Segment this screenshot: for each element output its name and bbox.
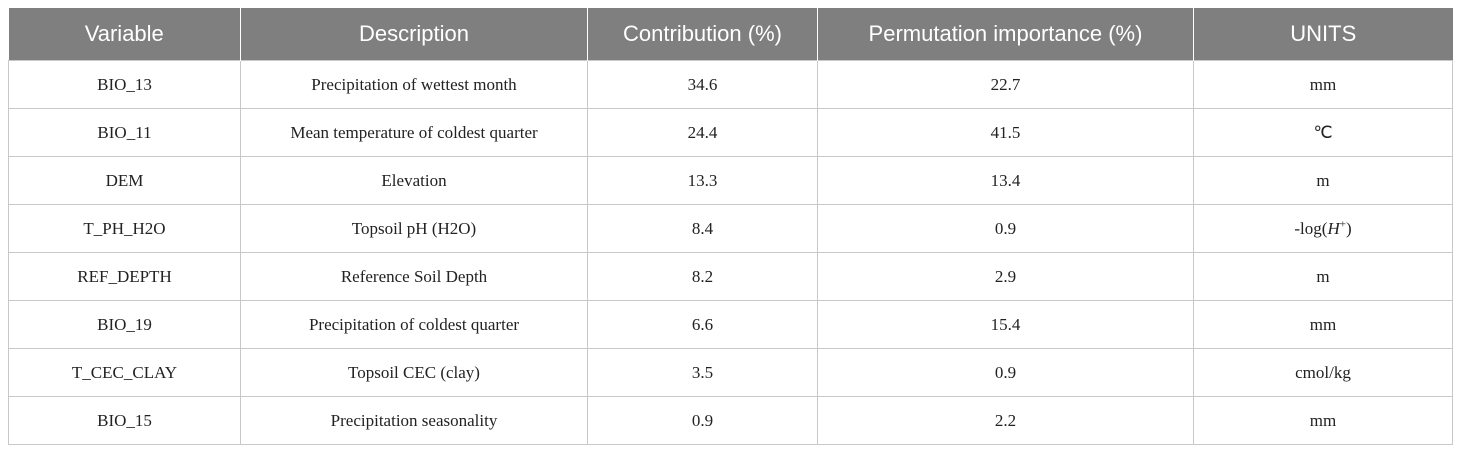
table-row: BIO_19 Precipitation of coldest quarter 6.… [8, 300, 1453, 349]
table-cell: 3.5 [587, 348, 818, 397]
table-cell: Reference Soil Depth [240, 252, 588, 301]
table-cell: cmol/kg [1193, 348, 1453, 397]
table-cell: 22.7 [817, 60, 1194, 109]
table-cell: 0.9 [817, 204, 1194, 253]
table-cell: 2.2 [817, 396, 1194, 445]
table-row: REF_DEPTH Reference Soil Depth 8.2 2.9 m [8, 252, 1453, 301]
table-cell: 34.6 [587, 60, 818, 109]
table-row: DEM Elevation 13.3 13.4 m [8, 156, 1453, 205]
table-row: BIO_11 Mean temperature of coldest quarte… [8, 108, 1453, 157]
table-cell: Precipitation seasonality [240, 396, 588, 445]
table-cell: Topsoil pH (H2O) [240, 204, 588, 253]
table-cell: BIO_19 [8, 300, 241, 349]
table-cell: DEM [8, 156, 241, 205]
table-cell: mm [1193, 396, 1453, 445]
table-cell: 8.2 [587, 252, 818, 301]
column-header: Variable [8, 8, 241, 61]
column-header: Permutation importance (%) [817, 8, 1194, 61]
table-cell: 24.4 [587, 108, 818, 157]
table-row: BIO_15 Precipitation seasonality 0.9 2.2 mm [8, 396, 1453, 445]
table-row: T_CEC_CLAY Topsoil CEC (clay) 3.5 0.9 cmol/k… [8, 348, 1453, 397]
table-cell: 41.5 [817, 108, 1194, 157]
table-cell: Elevation [240, 156, 588, 205]
table-cell: 0.9 [587, 396, 818, 445]
table-cell: 13.3 [587, 156, 818, 205]
table-cell: BIO_13 [8, 60, 241, 109]
table-head: Variable Description Contribution (%) Permu… [8, 8, 1453, 61]
table-cell: ℃ [1193, 108, 1453, 157]
table-cell: T_CEC_CLAY [8, 348, 241, 397]
header-row: Variable Description Contribution (%) Permu… [8, 8, 1453, 61]
table-row: BIO_13 Precipitation of wettest month 34.6… [8, 60, 1453, 109]
table-cell: 8.4 [587, 204, 818, 253]
cell-text-part: ) [1345, 218, 1352, 238]
table-cell: T_PH_H2O [8, 204, 241, 253]
table-cell: Topsoil CEC (clay) [240, 348, 588, 397]
column-header: Contribution (%) [587, 8, 818, 61]
table-cell: BIO_15 [8, 396, 241, 445]
table-body: BIO_13 Precipitation of wettest month 34.6… [8, 60, 1453, 445]
cell-text-part: H [1327, 218, 1340, 238]
table-cell: m [1193, 252, 1453, 301]
cell-text-part: + [1339, 217, 1346, 230]
table-cell: mm [1193, 300, 1453, 349]
table-cell: -log(H+) [1193, 204, 1453, 253]
table-cell: m [1193, 156, 1453, 205]
table-cell: 13.4 [817, 156, 1194, 205]
table-cell: Precipitation of wettest month [240, 60, 588, 109]
column-header: Description [240, 8, 588, 61]
table-cell: 15.4 [817, 300, 1194, 349]
table-cell: 0.9 [817, 348, 1194, 397]
table-row: T_PH_H2O Topsoil pH (H2O) 8.4 0.9 -log(H+) [8, 204, 1453, 253]
data-table: Variable Description Contribution (%) Permu… [8, 8, 1453, 445]
table-cell: 6.6 [587, 300, 818, 349]
table-cell: Mean temperature of coldest quarter [240, 108, 588, 157]
table-cell: Precipitation of coldest quarter [240, 300, 588, 349]
table-cell: mm [1193, 60, 1453, 109]
cell-text-part: -log( [1294, 218, 1328, 238]
table-cell: REF_DEPTH [8, 252, 241, 301]
table-cell: 2.9 [817, 252, 1194, 301]
table-cell: BIO_11 [8, 108, 241, 157]
column-header: UNITS [1193, 8, 1453, 61]
